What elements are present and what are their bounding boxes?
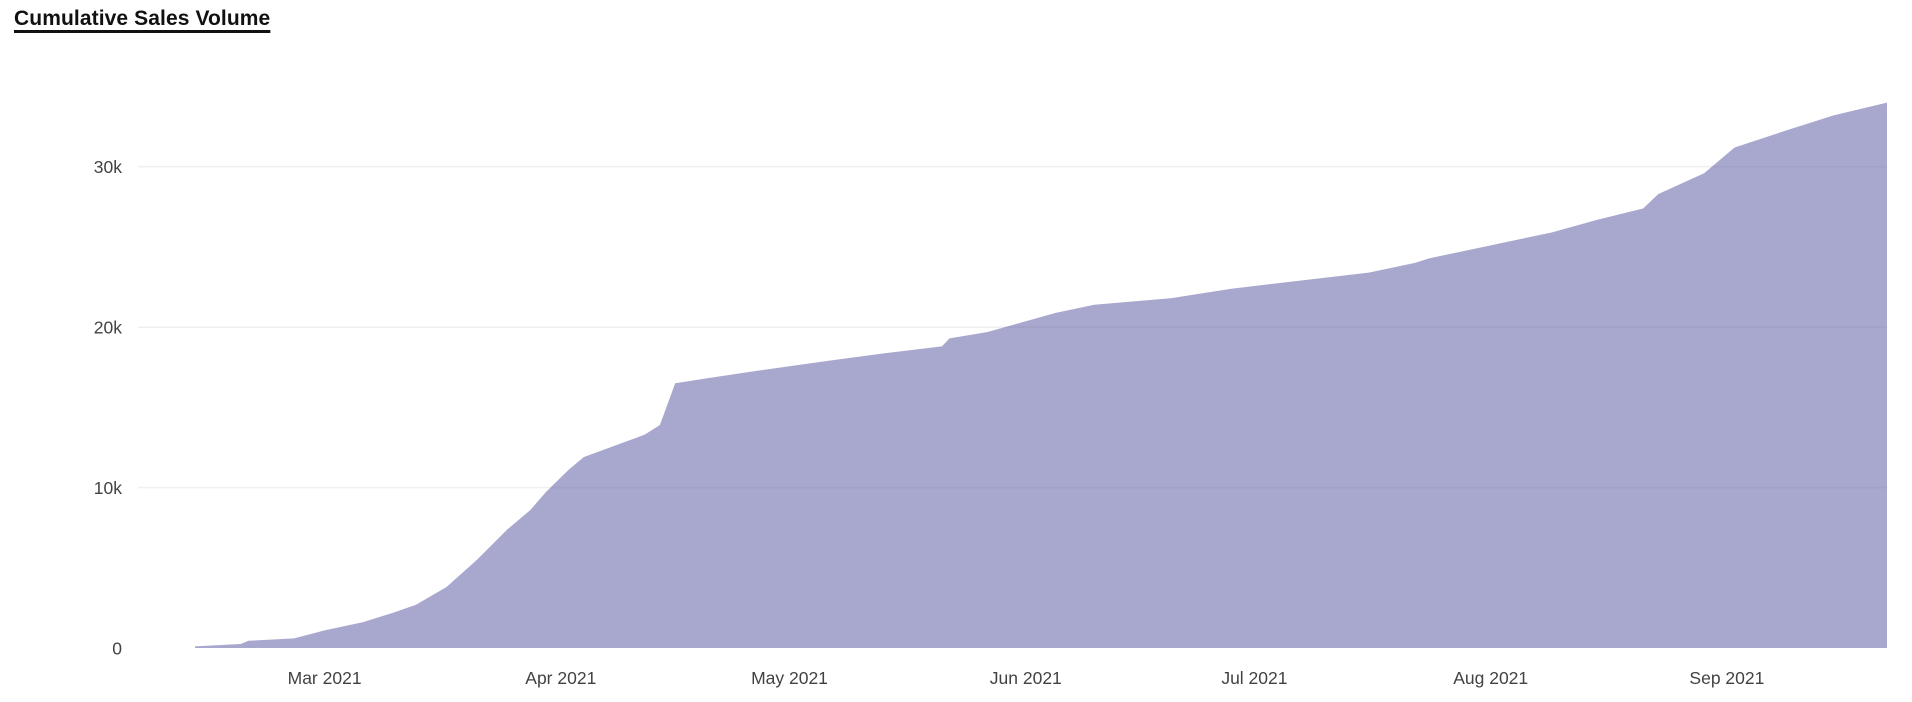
chart-title: Cumulative Sales Volume: [14, 7, 270, 31]
x-tick-label: Jun 2021: [990, 668, 1062, 688]
y-tick-label: 30k: [94, 157, 122, 177]
y-tick-label: 10k: [94, 478, 122, 498]
x-tick-label: Aug 2021: [1453, 668, 1528, 688]
sales-area-series: [195, 102, 1887, 649]
chart-title-text: Cumulative Sales Volume: [14, 7, 271, 30]
x-tick-label: Apr 2021: [525, 668, 596, 688]
x-tick-label: Sep 2021: [1689, 668, 1764, 688]
y-tick-label: 0: [112, 639, 122, 659]
x-tick-label: Mar 2021: [288, 668, 362, 688]
x-tick-label: Jul 2021: [1221, 668, 1287, 688]
x-tick-label: May 2021: [751, 668, 828, 688]
y-tick-label: 20k: [94, 318, 122, 338]
